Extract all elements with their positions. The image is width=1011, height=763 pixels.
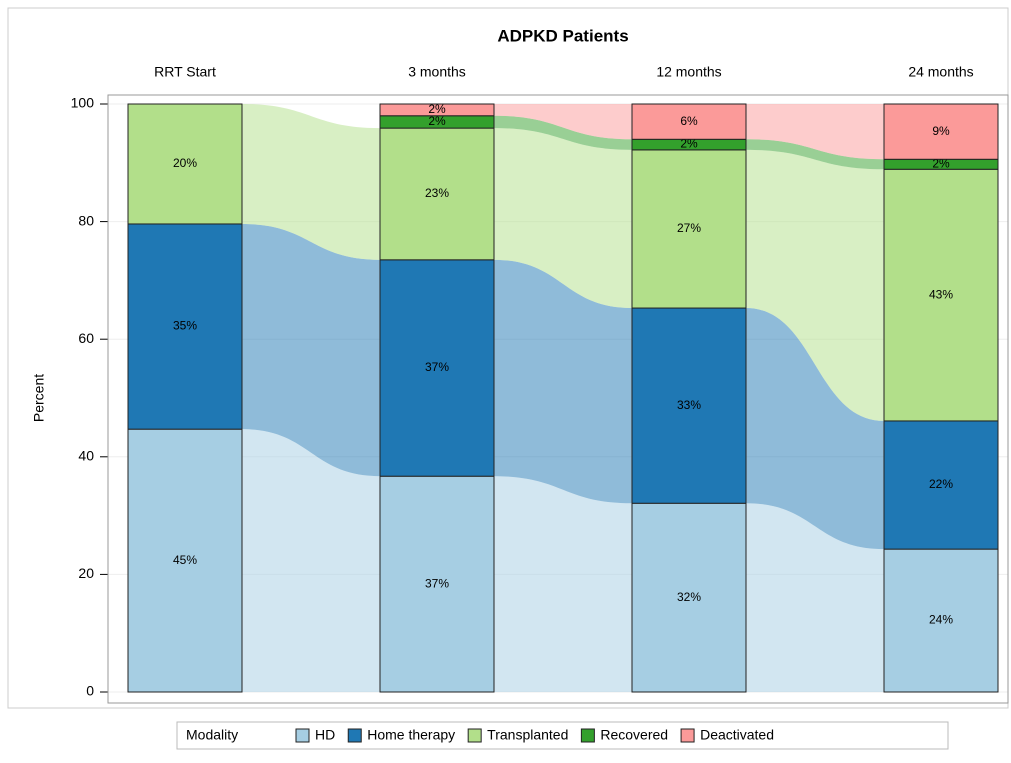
value-label: 33%: [677, 398, 701, 412]
flow: [242, 104, 380, 260]
legend-title: Modality: [186, 727, 238, 743]
y-tick-label: 80: [78, 212, 94, 228]
value-label: 2%: [932, 156, 950, 170]
flow: [746, 503, 884, 692]
flow: [746, 149, 884, 421]
bar-segment: [883, 168, 999, 422]
bar-segment: [127, 223, 243, 430]
legend-label: Deactivated: [700, 727, 774, 743]
category-label: 3 months: [408, 64, 466, 80]
legend-label: Transplanted: [487, 727, 568, 743]
bar-segment: [883, 103, 999, 160]
flow: [494, 128, 632, 309]
y-tick-label: 100: [71, 95, 95, 111]
legend-label: Home therapy: [367, 727, 455, 743]
bar-segment: [127, 103, 243, 225]
value-label: 20%: [173, 156, 197, 170]
legend-label: HD: [315, 727, 335, 743]
value-label: 2%: [428, 102, 446, 116]
flow: [494, 104, 632, 140]
flow: [746, 139, 884, 170]
plot-frame: [107, 94, 1009, 704]
value-label: 37%: [425, 360, 449, 374]
value-label: 2%: [428, 114, 446, 128]
legend-swatch: [467, 728, 482, 743]
y-tick-label: 40: [78, 448, 94, 464]
legend-swatch: [580, 728, 595, 743]
bar-segment: [883, 420, 999, 550]
bar-segment: [883, 548, 999, 693]
value-label: 43%: [929, 287, 953, 301]
legend-label: Recovered: [600, 727, 668, 743]
flow: [746, 308, 884, 550]
value-label: 23%: [425, 186, 449, 200]
chart-title: ADPKD Patients: [497, 26, 628, 45]
bar-segment: [631, 149, 747, 309]
category-label: 12 months: [656, 64, 721, 80]
legend-swatch: [680, 728, 695, 743]
value-label: 6%: [680, 114, 698, 128]
flows: [242, 104, 884, 692]
value-label: 22%: [929, 477, 953, 491]
bar-segment: [631, 103, 747, 140]
category-label: 24 months: [908, 64, 973, 80]
bar-segment: [631, 502, 747, 693]
flow: [242, 223, 380, 477]
value-label: 32%: [677, 590, 701, 604]
flow: [494, 259, 632, 504]
legend-swatch: [347, 728, 362, 743]
value-label: 37%: [425, 576, 449, 590]
y-tick-label: 60: [78, 330, 94, 346]
bar-segment: [379, 103, 495, 117]
legend-swatch: [295, 728, 310, 743]
category-label: RRT Start: [154, 64, 216, 80]
bar-segment: [379, 475, 495, 693]
value-label: 2%: [680, 137, 698, 151]
flow: [746, 104, 884, 160]
value-label: 27%: [677, 221, 701, 235]
bar-segment: [631, 307, 747, 504]
flow: [242, 429, 380, 692]
y-axis-label: Percent: [31, 374, 47, 422]
value-label: 24%: [929, 613, 953, 627]
value-label: 9%: [932, 124, 950, 138]
y-tick-label: 20: [78, 565, 94, 581]
value-label: 35%: [173, 319, 197, 333]
flow: [494, 115, 632, 150]
y-tick-label: 0: [86, 683, 94, 699]
value-label: 45%: [173, 553, 197, 567]
bar-segment: [379, 127, 495, 261]
flow: [494, 476, 632, 692]
legend: Modality HD Home therapy Transplanted Recove…: [176, 721, 949, 750]
bar-segment: [379, 259, 495, 477]
